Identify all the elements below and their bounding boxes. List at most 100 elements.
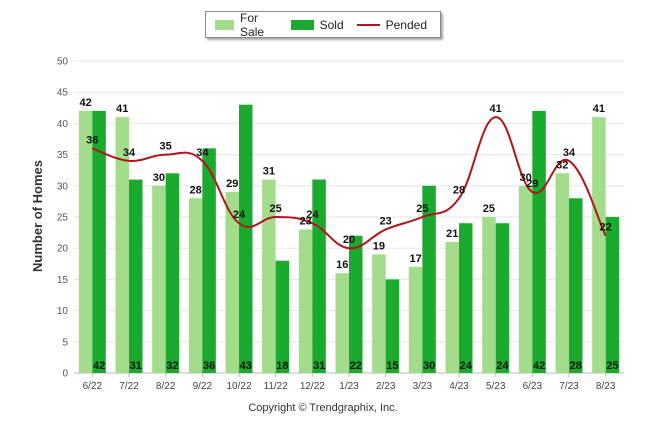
- bar-sold: [129, 179, 143, 373]
- label-pended: 34: [563, 147, 576, 159]
- label-pended: 34: [196, 147, 209, 159]
- y-axis-ticks: 0 5 10 15 20 25 30 35 40 45 50: [57, 57, 69, 380]
- legend-label-sold: Sold: [319, 17, 344, 32]
- bar-sold: [459, 223, 473, 373]
- legend-label-pended: Pended: [385, 17, 427, 32]
- pended-line: [91, 116, 607, 250]
- label-for-sale: 42: [79, 97, 91, 109]
- label-for-sale: 25: [483, 203, 495, 215]
- label-pended: 34: [123, 147, 136, 159]
- x-tick-label: 1/23: [339, 381, 359, 392]
- x-tick-label: 7/22: [119, 381, 139, 392]
- x-tick-label: 10/22: [226, 381, 251, 392]
- label-sold: 22: [350, 360, 362, 372]
- legend: For Sale Sold Pended: [205, 11, 441, 39]
- label-for-sale: 31: [263, 166, 275, 178]
- label-for-sale: 32: [556, 159, 568, 171]
- legend-swatch-for-sale: [215, 19, 235, 30]
- label-pended: 36: [86, 134, 98, 146]
- label-sold: 36: [203, 360, 215, 372]
- label-for-sale: 29: [226, 178, 238, 190]
- label-pended: 23: [380, 215, 392, 227]
- label-pended: 25: [416, 203, 428, 215]
- label-sold: 42: [93, 360, 105, 372]
- label-for-sale: 30: [519, 172, 531, 184]
- label-pended: 35: [160, 141, 172, 153]
- label-pended: 28: [453, 184, 465, 196]
- label-sold: 24: [460, 360, 473, 372]
- legend-item-sold: Sold: [290, 17, 344, 32]
- bar-for-sale: [592, 117, 606, 373]
- label-for-sale: 23: [299, 215, 311, 227]
- bar-for-sale: [115, 117, 129, 373]
- legend-swatch-pended: [356, 23, 380, 26]
- y-tick-label: 30: [57, 181, 69, 192]
- legend-item-for-sale: For Sale: [215, 11, 278, 39]
- label-for-sale: 28: [189, 184, 201, 196]
- label-for-sale: 17: [409, 253, 421, 265]
- bar-for-sale: [372, 254, 386, 373]
- bar-sold: [605, 217, 620, 373]
- x-tick-label: 6/22: [83, 381, 103, 392]
- y-tick-label: 50: [57, 57, 69, 68]
- bar-for-sale: [225, 192, 239, 373]
- y-tick-label: 10: [57, 306, 69, 317]
- label-for-sale: 41: [593, 103, 605, 115]
- bar-for-sale: [78, 110, 93, 374]
- bar-for-sale: [262, 179, 276, 373]
- legend-item-pended: Pended: [356, 17, 427, 32]
- bar-for-sale: [518, 185, 533, 373]
- x-tick-label: 6/23: [523, 381, 543, 392]
- data-labels: 42 42 41 31 30 32 28 36 29 43 31 18 23 31 16 22 19 15 17 30…: [79, 97, 618, 372]
- bar-for-sale: [335, 273, 349, 373]
- x-tick-label: 9/22: [193, 381, 213, 392]
- y-tick-label: 20: [57, 244, 69, 255]
- copyright-text: Copyright © Trendgraphix, Inc.: [248, 402, 398, 414]
- label-sold: 15: [386, 360, 398, 372]
- bar-for-sale: [188, 198, 203, 373]
- bar-for-sale: [555, 173, 569, 373]
- label-sold: 30: [423, 360, 435, 372]
- label-for-sale: 41: [116, 103, 128, 115]
- x-tick-label: 8/22: [156, 381, 176, 392]
- bar-sold: [312, 179, 326, 373]
- label-pended: 24: [233, 209, 246, 221]
- bar-sold: [422, 185, 436, 373]
- bar-for-sale: [298, 229, 313, 373]
- x-tick-label: 7/23: [559, 381, 579, 392]
- bar-for-sale: [408, 266, 423, 373]
- x-tick-label: 8/23: [596, 381, 616, 392]
- x-tick-label: 2/23: [376, 381, 396, 392]
- x-axis-ticks: 6/22 7/22 8/22 9/22 10/22 11/22 12/22 1/23 2/23 3…: [83, 373, 616, 392]
- label-sold: 31: [313, 360, 325, 372]
- bar-sold: [165, 173, 180, 373]
- y-tick-label: 5: [62, 337, 68, 348]
- label-for-sale: 19: [373, 240, 385, 252]
- y-axis-label: Number of Homes: [30, 160, 45, 272]
- x-tick-label: 5/23: [486, 381, 506, 392]
- label-pended: 20: [343, 234, 355, 246]
- bars: [78, 104, 620, 374]
- bar-sold: [495, 223, 510, 373]
- label-pended: 22: [600, 222, 612, 234]
- label-pended: 24: [306, 209, 319, 221]
- y-tick-label: 25: [57, 213, 69, 224]
- bar-sold: [239, 104, 253, 374]
- bar-sold: [532, 110, 546, 374]
- label-sold: 25: [606, 360, 618, 372]
- y-tick-label: 0: [62, 369, 68, 380]
- label-sold: 31: [130, 360, 142, 372]
- label-for-sale: 16: [336, 259, 348, 271]
- x-tick-label: 4/23: [449, 381, 469, 392]
- bar-sold: [275, 260, 290, 373]
- label-sold: 28: [570, 360, 582, 372]
- label-sold: 24: [496, 360, 509, 372]
- legend-swatch-sold: [290, 19, 314, 30]
- y-tick-label: 45: [57, 88, 69, 99]
- bar-sold: [202, 148, 216, 373]
- bar-sold: [385, 279, 400, 373]
- bar-sold: [349, 235, 363, 373]
- label-sold: 42: [533, 360, 545, 372]
- bar-sold: [569, 198, 583, 373]
